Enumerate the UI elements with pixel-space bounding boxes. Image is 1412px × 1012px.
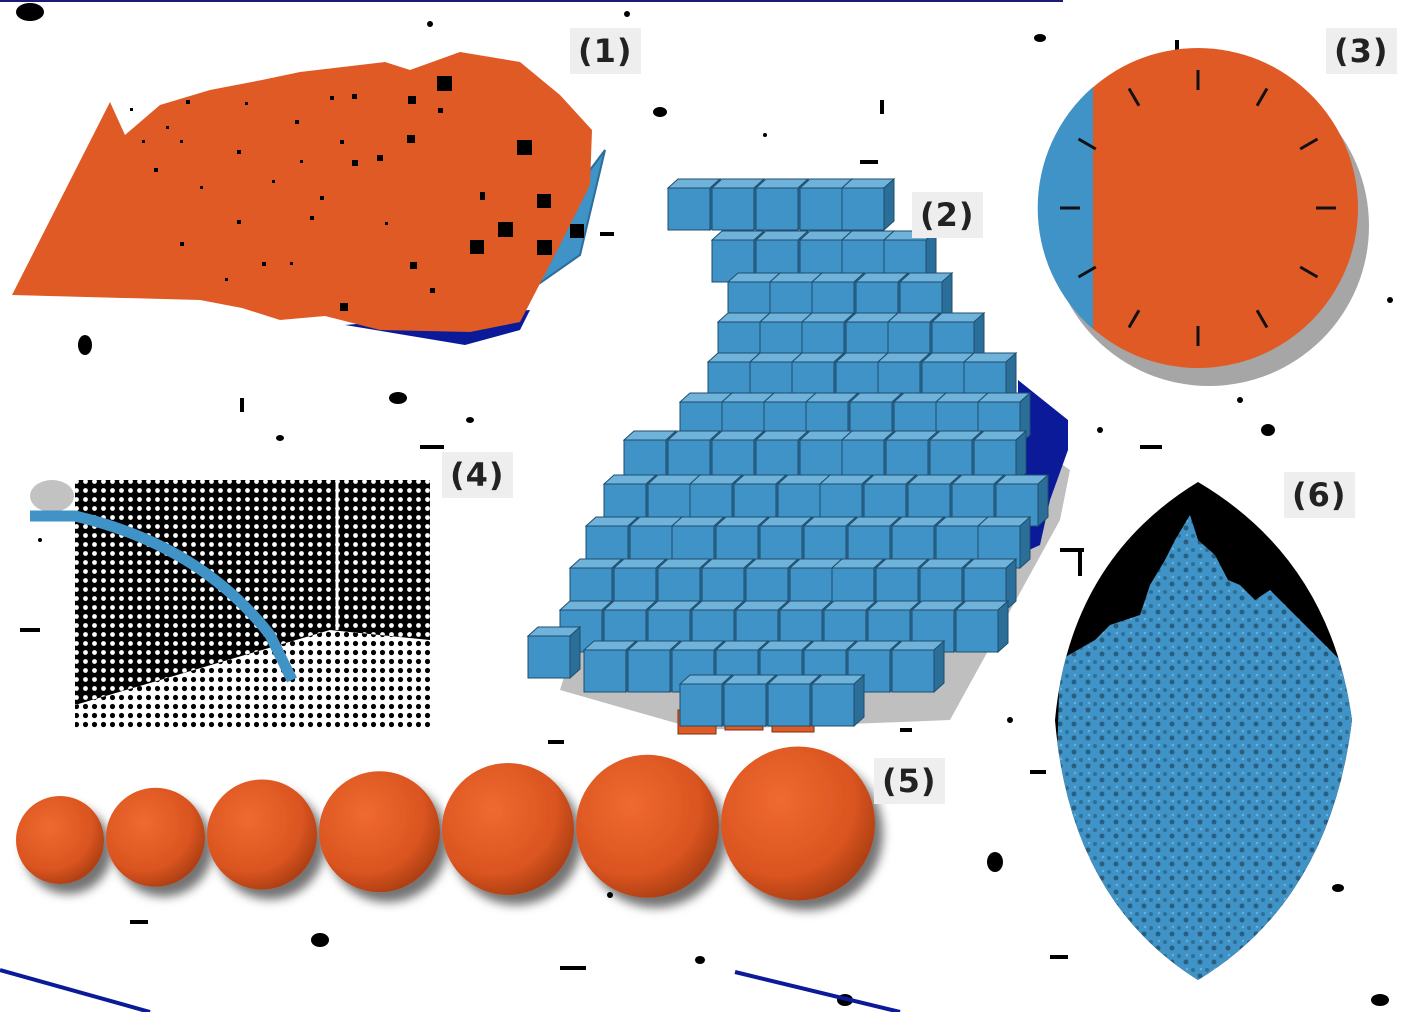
speckle-noise (16, 3, 1393, 1006)
label-panel-4: (4) (442, 452, 513, 498)
clock-tick-marks (1060, 70, 1336, 346)
cube (722, 673, 778, 728)
cube (972, 429, 1028, 484)
sphere (319, 771, 440, 893)
label-panel-1: (1) (570, 28, 641, 74)
panel-6-leaf (1055, 482, 1352, 980)
clock-face (1038, 48, 1358, 368)
label-panel-2: (2) (912, 192, 983, 238)
cube (840, 177, 896, 232)
clock-tick (1299, 265, 1319, 279)
label-panel-6: (6) (1284, 472, 1355, 518)
bottom-left-line (0, 968, 151, 1012)
label-panel-3: (3) (1326, 28, 1397, 74)
panel-4-halftone (30, 480, 430, 730)
sphere (721, 746, 875, 901)
cube (890, 639, 946, 694)
cube (810, 673, 866, 728)
panel-3-clock (1037, 48, 1369, 386)
halftone-curve (30, 510, 297, 683)
panel-1-shape (12, 52, 606, 345)
panel-1-orange-polygon (12, 52, 592, 332)
label-panel-5: (5) (874, 758, 945, 804)
clock-tick (1077, 137, 1097, 151)
clock-tick (1127, 309, 1141, 329)
clock-tick (1255, 309, 1269, 329)
panel-1-squares (130, 76, 584, 311)
panel-2-cube-cluster (526, 177, 1070, 735)
clock-tick (1077, 265, 1097, 279)
sphere (442, 763, 574, 895)
cube (954, 599, 1010, 654)
cube (526, 625, 582, 680)
clock-tick (1299, 137, 1319, 151)
panel-5-spheres (16, 746, 875, 901)
bottom-mid-line (734, 970, 901, 1012)
clock-tick (1255, 87, 1269, 107)
sphere (207, 779, 317, 890)
clock-tick (1127, 87, 1141, 107)
sphere (106, 787, 205, 887)
sphere (16, 796, 104, 884)
sphere (576, 754, 719, 898)
